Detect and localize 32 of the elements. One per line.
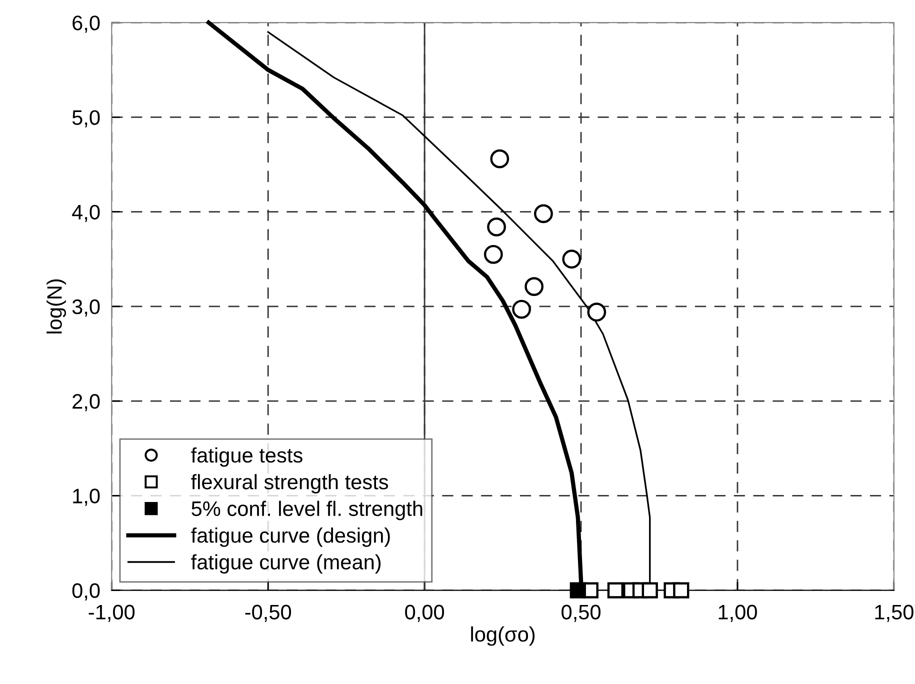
point bbox=[673, 582, 690, 598]
point bbox=[484, 244, 503, 264]
legend-label: fatigue tests bbox=[191, 447, 302, 467]
legend-label: fatigue curve (design) bbox=[191, 527, 390, 547]
legend-label: flexural strength tests bbox=[191, 474, 388, 494]
point bbox=[534, 204, 553, 224]
y-tick-label: 1,0 bbox=[73, 488, 100, 506]
y-tick-label: 0,0 bbox=[72, 583, 100, 601]
point bbox=[642, 582, 658, 598]
y-tick-label: 6,0 bbox=[72, 16, 100, 33]
x-axis-title: log(σo) bbox=[471, 626, 535, 646]
point bbox=[570, 582, 586, 598]
point bbox=[562, 250, 582, 269]
x-tick-label: -1,00 bbox=[88, 604, 135, 622]
y-tick-label: 5,0 bbox=[72, 110, 100, 128]
y-axis-title: log(N) bbox=[46, 279, 66, 334]
point bbox=[512, 300, 532, 319]
point bbox=[487, 218, 506, 236]
legend-label: 5% conf. level fl. strength bbox=[192, 500, 422, 520]
x-tick-label: 1,00 bbox=[718, 604, 757, 622]
x-tick-label: 1,50 bbox=[875, 604, 914, 622]
point bbox=[587, 302, 606, 322]
x-tick-label: -0,50 bbox=[245, 604, 292, 622]
y-tick-label: 4,0 bbox=[72, 204, 100, 222]
y-tick-label: 2,0 bbox=[72, 394, 100, 412]
point bbox=[524, 277, 544, 296]
x-tick-label: 0,50 bbox=[562, 604, 600, 622]
y-tick-label: 3,0 bbox=[72, 299, 100, 317]
legend-label: fatigue curve (mean) bbox=[191, 554, 381, 574]
point bbox=[607, 582, 624, 598]
point bbox=[490, 149, 510, 168]
x-tick-label: 0,00 bbox=[405, 604, 444, 622]
